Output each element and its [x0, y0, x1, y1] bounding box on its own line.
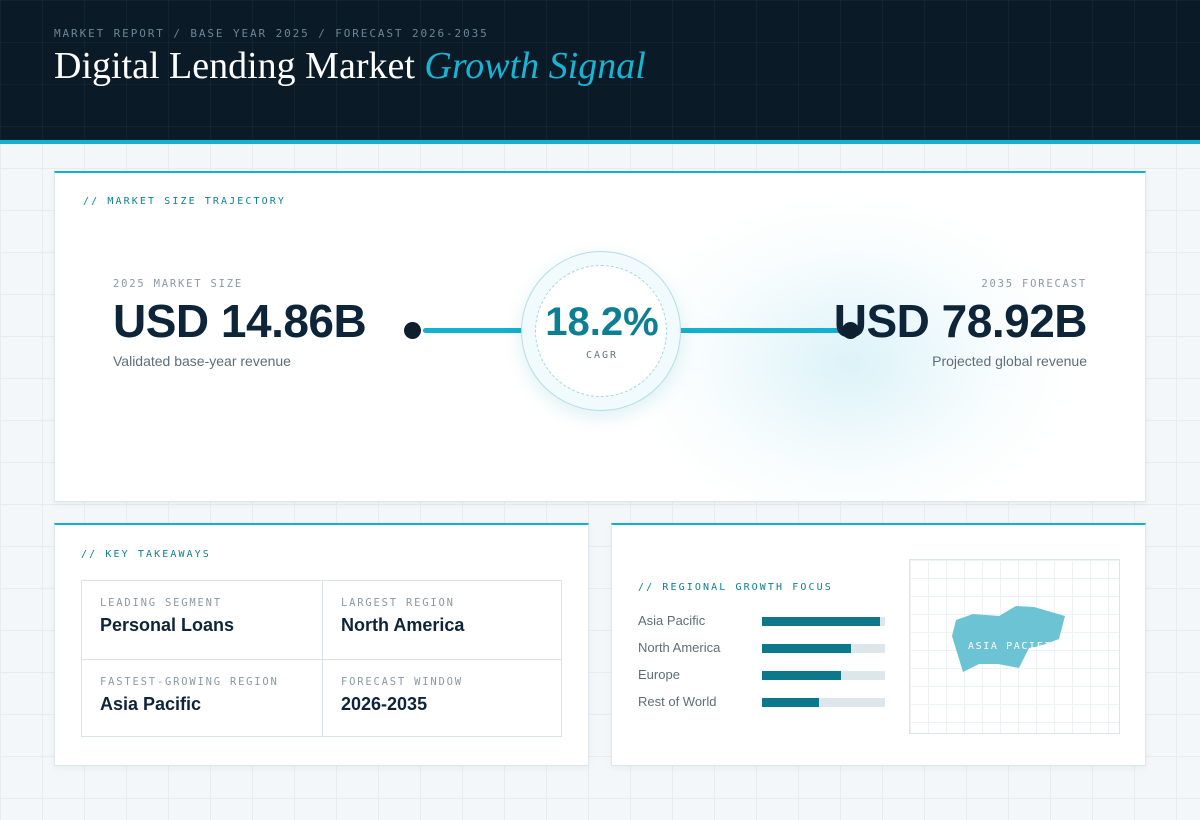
region-row: North America — [638, 640, 888, 656]
start-point — [404, 322, 421, 339]
title-accent: Growth Signal — [424, 45, 646, 87]
base-year-label: 2025 MARKET SIZE — [113, 278, 243, 290]
forecast-value: USD 78.92B — [833, 295, 1088, 347]
cagr-value: 18.2% — [545, 300, 659, 344]
trajectory-section-label: // MARKET SIZE TRAJECTORY — [83, 196, 287, 207]
region-bar-fill — [762, 698, 819, 707]
forecast-sub: Projected global revenue — [932, 353, 1087, 369]
region-bar-track — [762, 644, 885, 653]
region-row: Europe — [638, 667, 888, 683]
page-title: Digital Lending Market Growth Signal — [54, 44, 646, 88]
region-row: Rest of World — [638, 694, 888, 710]
forecast-glow — [625, 193, 1075, 501]
regional-section-label: // REGIONAL GROWTH FOCUS — [638, 582, 833, 593]
takeaway-value: Asia Pacific — [100, 694, 202, 714]
region-name: Rest of World — [638, 694, 717, 709]
map-region-label: ASIA PACIFIC — [968, 641, 1059, 652]
asia-pacific-shape — [952, 606, 1065, 672]
region-bar-fill — [762, 617, 881, 626]
region-bar-fill — [762, 671, 841, 680]
asia-pacific-map-icon: ASIA PACIFIC — [952, 606, 1065, 672]
takeaways-grid: LEADING SEGMENT Personal Loans LARGEST R… — [81, 580, 562, 737]
takeaway-cell: FASTEST-GROWING REGION Asia Pacific — [82, 659, 322, 737]
takeaways-section-label: // KEY TAKEAWAYS — [81, 549, 211, 560]
region-bar-track — [762, 617, 885, 626]
regional-card: // REGIONAL GROWTH FOCUS Asia Pacific No… — [611, 523, 1146, 766]
region-name: Europe — [638, 667, 680, 682]
region-name: Asia Pacific — [638, 613, 706, 628]
takeaway-label: LARGEST REGION — [341, 597, 455, 609]
cagr-badge: 18.2% CAGR — [521, 251, 681, 411]
region-bar-track — [762, 671, 885, 680]
takeaway-label: LEADING SEGMENT — [100, 597, 222, 609]
region-name: North America — [638, 640, 721, 655]
forecast-label: 2035 FORECAST — [981, 278, 1087, 290]
region-bar-fill — [762, 644, 851, 653]
takeaway-value: North America — [341, 615, 465, 635]
cagr-label: CAGR — [585, 350, 619, 361]
region-row: Asia Pacific — [638, 613, 888, 629]
end-point — [842, 322, 859, 339]
takeaway-cell: LEADING SEGMENT Personal Loans — [82, 581, 322, 659]
page-header: MARKET REPORT / BASE YEAR 2025 / FORECAS… — [0, 0, 1200, 144]
takeaway-label: FORECAST WINDOW — [341, 676, 463, 688]
takeaway-cell: LARGEST REGION North America — [322, 581, 562, 659]
takeaway-label: FASTEST-GROWING REGION — [100, 676, 279, 688]
base-year-value: USD 14.86B — [113, 295, 367, 347]
report-eyebrow: MARKET REPORT / BASE YEAR 2025 / FORECAS… — [54, 27, 489, 40]
trajectory-card: // MARKET SIZE TRAJECTORY 2025 MARKET SI… — [54, 171, 1146, 502]
cagr-inner-ring: 18.2% CAGR — [535, 265, 667, 397]
takeaway-cell: FORECAST WINDOW 2026-2035 — [322, 659, 562, 737]
region-map: ASIA PACIFIC — [909, 559, 1120, 734]
takeaway-value: Personal Loans — [100, 615, 235, 635]
region-bar-track — [762, 698, 885, 707]
title-main: Digital Lending Market — [54, 45, 415, 87]
takeaways-card: // KEY TAKEAWAYS LEADING SEGMENT Persona… — [54, 523, 589, 766]
takeaway-value: 2026-2035 — [341, 694, 428, 714]
base-year-sub: Validated base-year revenue — [113, 353, 291, 369]
